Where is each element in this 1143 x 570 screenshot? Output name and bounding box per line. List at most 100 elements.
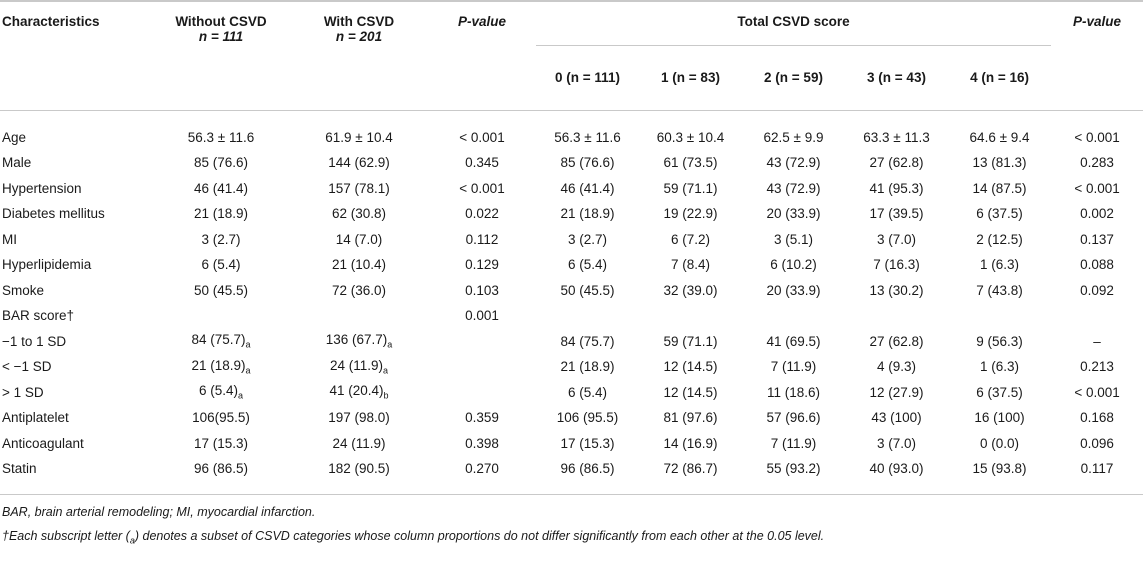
table-cell: 72 (36.0) bbox=[331, 282, 387, 298]
table-cell: 41 (20.4)b bbox=[329, 383, 389, 402]
table-cell: 0.096 bbox=[1080, 435, 1114, 451]
footnote-abbreviations: BAR, brain arterial remodeling; MI, myoc… bbox=[2, 505, 316, 519]
table-cell: 7 (11.9) bbox=[770, 359, 817, 375]
table-cell: 0.345 bbox=[465, 155, 499, 171]
table-cell: 0.213 bbox=[1080, 359, 1114, 375]
table-cell: 96 (86.5) bbox=[536, 456, 639, 495]
table-cell bbox=[428, 380, 536, 406]
header-p-value-1: P-value bbox=[428, 0, 536, 45]
table-row: Hypertension 46 (41.4) 157 (78.1) < 0.001 46… bbox=[0, 176, 1143, 202]
table-cell: 14 (7.0) bbox=[335, 231, 383, 247]
table-cell: 14 (87.5) bbox=[972, 180, 1027, 196]
table-cell: < 0.001 bbox=[1074, 384, 1120, 400]
table-row: > 1 SD 6 (5.4)a 41 (20.4)b 6 (5.4) 12 (14.5)… bbox=[0, 380, 1143, 406]
header-characteristics: Characteristics bbox=[0, 0, 152, 45]
table-cell: 17 (15.3) bbox=[560, 435, 615, 451]
table-cell bbox=[152, 303, 290, 329]
table-cell: 9 (56.3) bbox=[976, 333, 1023, 349]
header-score-2: 2 (n = 59) bbox=[742, 44, 845, 110]
table-cell: 6 (7.2) bbox=[670, 231, 711, 247]
table-cell bbox=[290, 303, 428, 329]
table-row: Anticoagulant 17 (15.3) 24 (11.9) 0.398 17 (… bbox=[0, 431, 1143, 457]
row-label: MI bbox=[2, 231, 17, 247]
table-cell bbox=[1051, 303, 1143, 329]
table-cell: 0.270 bbox=[428, 456, 536, 495]
header-p-value-2: P-value bbox=[1051, 0, 1143, 45]
table-cell: 6 (5.4) bbox=[201, 257, 241, 273]
table-row: Diabetes mellitus 21 (18.9) 62 (30.8) 0.022… bbox=[0, 201, 1143, 227]
table-cell: 6 (5.4) bbox=[567, 384, 608, 400]
header-without-label: Without CSVD bbox=[175, 14, 267, 29]
table-row: Hyperlipidemia 6 (5.4) 21 (10.4) 0.129 6 (5.… bbox=[0, 252, 1143, 278]
table-cell: 62.5 ± 9.9 bbox=[763, 129, 824, 145]
row-label: Diabetes mellitus bbox=[2, 206, 105, 222]
table-cell: 0.129 bbox=[465, 257, 499, 273]
table-cell: 21 (10.4) bbox=[331, 257, 387, 273]
row-label: −1 to 1 SD bbox=[2, 333, 67, 349]
table-footnotes: BAR, brain arterial remodeling; MI, myoc… bbox=[2, 500, 824, 553]
row-label: Antiplatelet bbox=[2, 410, 69, 426]
subscript-letter: a bbox=[383, 365, 389, 376]
table-cell: 85 (76.6) bbox=[193, 155, 249, 171]
table-cell: 43 (100) bbox=[871, 410, 922, 426]
table-cell: 3 (7.0) bbox=[876, 231, 917, 247]
table-cell: 144 (62.9) bbox=[328, 155, 390, 171]
table-cell: 6 (10.2) bbox=[770, 257, 817, 273]
table-cell: 0.103 bbox=[465, 282, 499, 298]
table-cell: 20 (33.9) bbox=[766, 206, 821, 222]
table-cell: 41 (69.5) bbox=[766, 333, 821, 349]
table-cell: 6 (5.4) bbox=[567, 257, 608, 273]
table-cell: 6 (37.5) bbox=[976, 206, 1023, 222]
table-cell: 0.002 bbox=[1080, 206, 1114, 222]
table-cell: 72 (86.7) bbox=[639, 456, 742, 495]
row-label: > 1 SD bbox=[2, 384, 44, 400]
table-cell: 61.9 ± 10.4 bbox=[325, 129, 393, 145]
table-cell: 16 (100) bbox=[974, 410, 1025, 426]
header-score-3: 3 (n = 43) bbox=[845, 44, 948, 110]
table-cell: 0.088 bbox=[1080, 257, 1114, 273]
subscript-letter: a bbox=[245, 340, 251, 351]
table-row: Age 56.3 ± 11.6 61.9 ± 10.4 < 0.001 56.3 ± 1… bbox=[0, 110, 1143, 150]
table-cell: 84 (75.7)a bbox=[191, 332, 251, 351]
table-cell: 13 (81.3) bbox=[972, 155, 1027, 171]
table-row: Antiplatelet 106(95.5) 197 (98.0) 0.359 106 … bbox=[0, 405, 1143, 431]
table-cell: 24 (11.9)a bbox=[329, 357, 389, 376]
table-cell: < 0.001 bbox=[1074, 180, 1120, 196]
table-cell bbox=[428, 354, 536, 380]
table-cell: < 0.001 bbox=[459, 129, 505, 145]
header-total-csvd-score: Total CSVD score bbox=[536, 0, 1052, 45]
table-row: Male 85 (76.6) 144 (62.9) 0.345 85 (76.6) 61 … bbox=[0, 150, 1143, 176]
table-row: Statin 96 (86.5) 182 (90.5) 0.270 96 (86.5) 7… bbox=[0, 456, 1143, 495]
table-cell: < 0.001 bbox=[1074, 129, 1120, 145]
table-cell: 12 (14.5) bbox=[663, 359, 718, 375]
table-cell: 59 (71.1) bbox=[663, 180, 718, 196]
table-cell: 6 (5.4)a bbox=[198, 383, 244, 402]
table-cell: 0.398 bbox=[465, 435, 499, 451]
table-row: MI 3 (2.7) 14 (7.0) 0.112 3 (2.7) 6 (7.2) 3 (5… bbox=[0, 227, 1143, 253]
table-cell: 7 (43.8) bbox=[976, 282, 1023, 298]
table-cell: 62 (30.8) bbox=[331, 206, 387, 222]
table-cell: 56.3 ± 11.6 bbox=[554, 129, 621, 145]
table-cell: 0.168 bbox=[1080, 410, 1114, 426]
table-cell: 0.137 bbox=[1080, 231, 1114, 247]
table-cell: 7 (11.9) bbox=[770, 435, 817, 451]
table-cell: 20 (33.9) bbox=[766, 282, 821, 298]
table-cell: 63.3 ± 11.3 bbox=[863, 129, 930, 145]
row-label: BAR score† bbox=[2, 308, 75, 324]
table-cell: 84 (75.7) bbox=[560, 333, 615, 349]
table-cell: 7 (8.4) bbox=[670, 257, 711, 273]
row-label: Statin bbox=[0, 456, 152, 495]
table-cell: 1 (6.3) bbox=[980, 257, 1020, 273]
table-cell: 0.112 bbox=[465, 231, 499, 247]
table-cell: < 0.001 bbox=[459, 180, 505, 196]
table-cell: 96 (86.5) bbox=[152, 456, 290, 495]
table-row: −1 to 1 SD 84 (75.7)a 136 (67.7)a 84 (75.7)… bbox=[0, 329, 1143, 355]
table-cell: 64.6 ± 9.4 bbox=[969, 129, 1030, 145]
table-cell: 11 (18.6) bbox=[766, 384, 821, 400]
row-label: Hypertension bbox=[2, 180, 82, 196]
table-cell: 50 (45.5) bbox=[193, 282, 249, 298]
subscript-letter: a bbox=[387, 340, 393, 351]
table-cell: 19 (22.9) bbox=[663, 206, 718, 222]
table-cell: 106(95.5) bbox=[192, 410, 250, 426]
